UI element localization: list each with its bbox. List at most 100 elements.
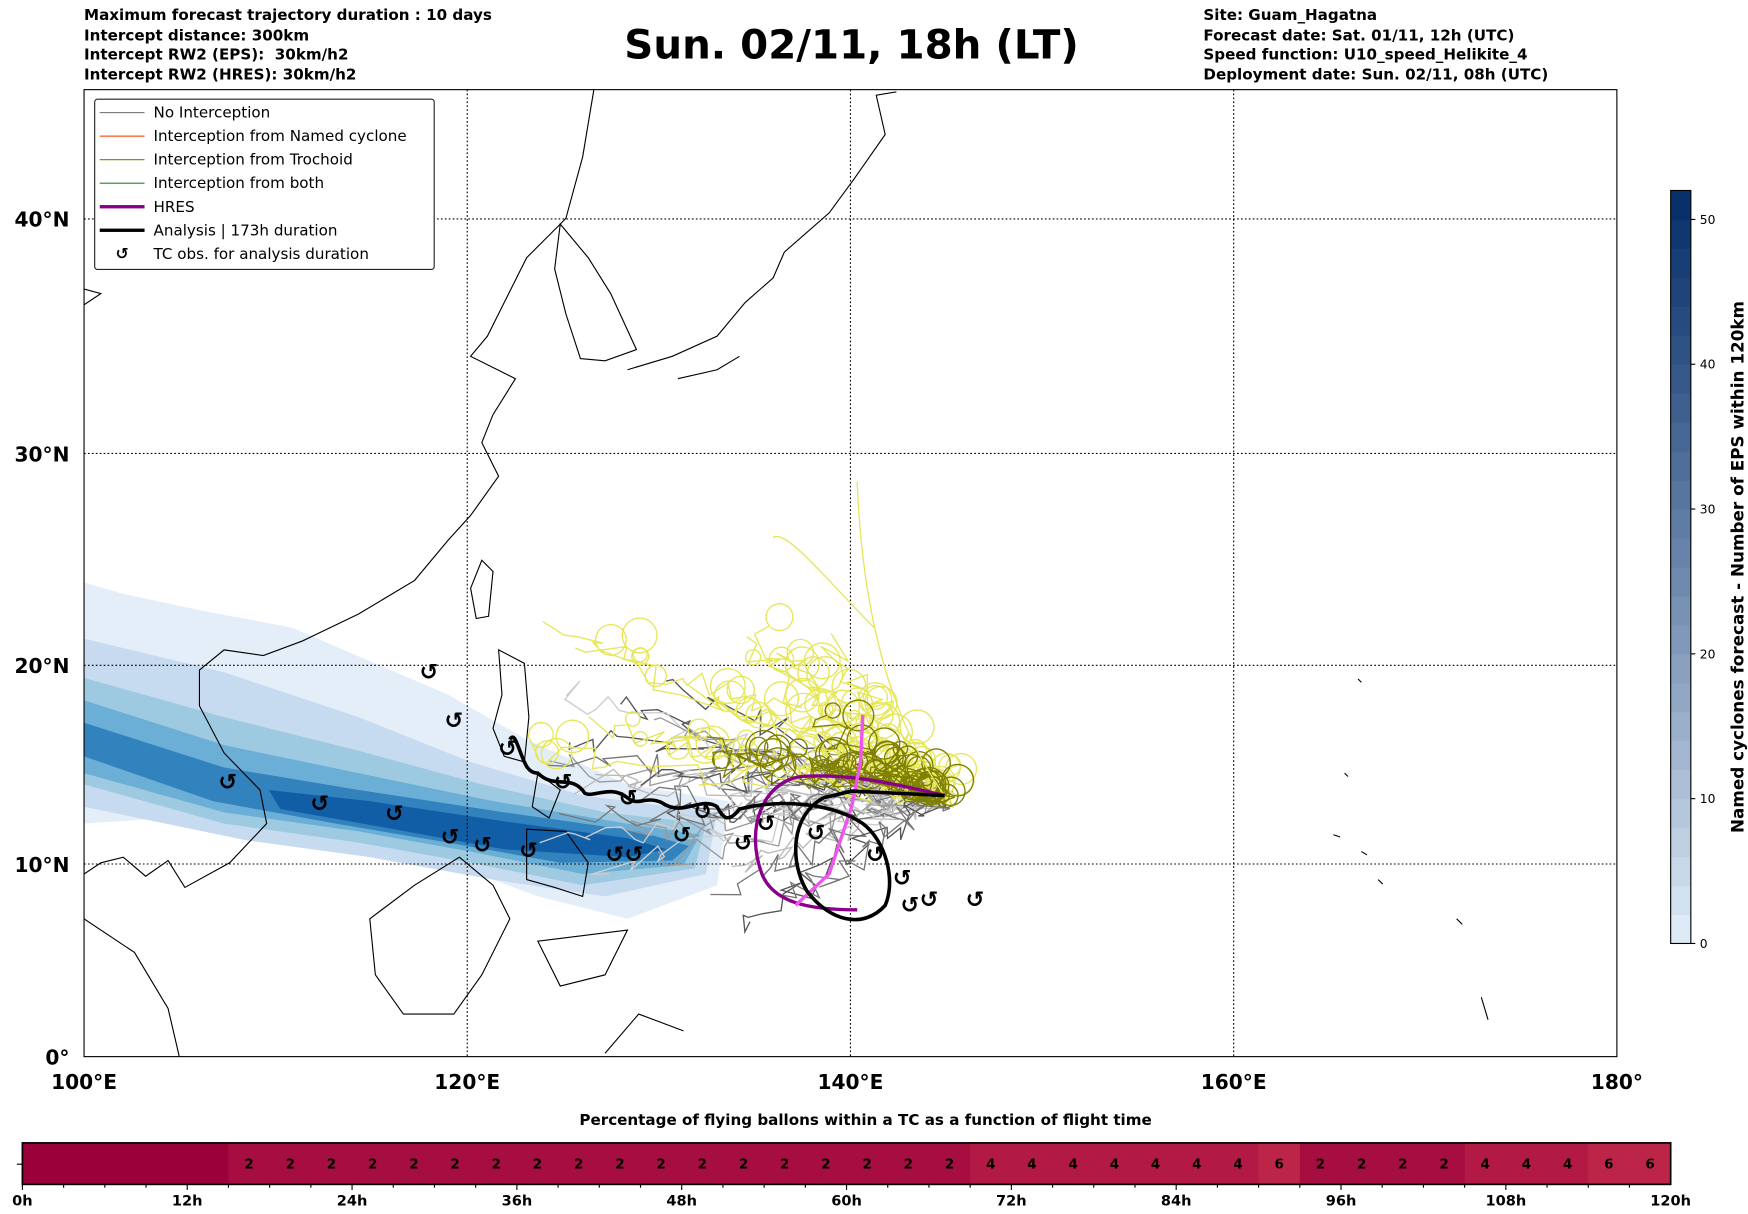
cell-value: 4 [986, 1158, 995, 1173]
x-tick-label: 120°E [434, 1070, 500, 1094]
header-right: Site: Guam_Hagatna Forecast date: Sat. 0… [1203, 7, 1548, 85]
flight-time-tick-label: 120h [1650, 1193, 1691, 1210]
cyclone-symbol-icon: ↺ [866, 842, 885, 868]
colorbar-segment [1670, 682, 1691, 713]
site: Site: Guam_Hagatna [1203, 6, 1378, 25]
flight-time-cell [805, 1142, 848, 1185]
colorbar-segment [1670, 798, 1691, 829]
flight-time-tick-label: 12h [172, 1193, 203, 1210]
colorbar-segment [1670, 190, 1691, 221]
cell-value: 2 [780, 1158, 789, 1173]
flight-time-cell [516, 1142, 559, 1185]
cell-value: 2 [615, 1158, 624, 1173]
cell-value: 2 [1357, 1158, 1366, 1173]
max-duration: Maximum forecast trajectory duration : 1… [84, 6, 492, 25]
cell-value: 2 [1316, 1158, 1325, 1173]
colorbar-segment [1670, 914, 1691, 945]
cell-value: 4 [1027, 1158, 1036, 1173]
legend-swatch [99, 228, 145, 232]
colorbar-tick-label: 0 [1700, 937, 1708, 951]
flight-time-cell [681, 1142, 724, 1185]
cell-value: 4 [1110, 1158, 1119, 1173]
x-tick-label: 140°E [817, 1070, 883, 1094]
colorbar-segment [1670, 393, 1691, 423]
cell-value: 4 [1481, 1158, 1490, 1173]
cell-value: 2 [656, 1158, 665, 1173]
legend-item: ↺ TC obs. for analysis duration [95, 242, 369, 266]
cyclone-symbol-icon: ↺ [420, 659, 439, 685]
x-tick-label: 180° [1591, 1070, 1643, 1094]
cyclone-symbol-icon: ↺ [694, 799, 713, 825]
flight-time-cell [1258, 1142, 1301, 1185]
trajectory [753, 603, 945, 797]
flight-time-cell [764, 1142, 806, 1185]
cyclone-symbol-icon: ↺ [625, 842, 644, 868]
x-tick-label: 160°E [1201, 1070, 1267, 1094]
cell-value: 6 [1604, 1158, 1613, 1173]
colorbar-segment [1670, 856, 1691, 887]
flight-time-tick-label: 60h [831, 1193, 862, 1210]
legend-swatch [99, 159, 145, 161]
legend-label: Interception from Named cyclone [153, 127, 407, 146]
flight-time-cell [1464, 1142, 1507, 1185]
flight-time-cell [928, 1142, 971, 1185]
flight-time-cell [1011, 1142, 1054, 1185]
hres-track [753, 774, 945, 912]
cell-value: 2 [409, 1158, 418, 1173]
flight-time-cell [1134, 1142, 1177, 1185]
colorbar-segment [1670, 624, 1691, 655]
legend-item: Analysis | 173h duration [95, 218, 337, 242]
flight-time-tick-label: 48h [666, 1193, 697, 1210]
analysis-track [508, 735, 945, 922]
colorbar-segment [1670, 306, 1691, 336]
legend-item: Interception from Trochoid [95, 148, 353, 172]
figure-title: Sun. 02/11, 18h (LT) [624, 22, 1079, 69]
cyclone-symbol-icon: ↺ [498, 736, 517, 762]
colorbar-segment [1670, 740, 1691, 771]
deployment-date: Deployment date: Sun. 02/11, 08h (UTC) [1203, 65, 1549, 84]
flight-time-cell [599, 1142, 642, 1185]
flight-time-cell [1629, 1142, 1672, 1185]
trajectory [772, 481, 946, 796]
legend-item: Interception from Named cyclone [95, 124, 407, 148]
axis-ticks: 100°E 120°E 140°E 160°E 180° 0° 10°N 20°N 30°N 40… [14, 208, 1642, 1094]
forecast-date: Forecast date: Sat. 01/11, 12h (UTC) [1203, 26, 1515, 45]
cell-value: 2 [533, 1158, 542, 1173]
cell-value: 4 [1563, 1158, 1572, 1173]
flight-time-cell [104, 1142, 147, 1185]
cyclone-symbol-icon: ↺ [218, 769, 237, 795]
flight-time-cell [228, 1142, 271, 1185]
flight-time-cell [22, 1142, 65, 1185]
legend-label: TC obs. for analysis duration [153, 244, 369, 263]
colorbar-segment [1670, 422, 1691, 452]
flight-time-tick-label: 36h [502, 1193, 533, 1210]
cyclone-symbol-icon: ↺ [115, 244, 129, 263]
trajectory [558, 786, 950, 827]
trajectory [528, 719, 945, 806]
flight-time-cell [1341, 1142, 1383, 1185]
colorbar-segment [1670, 595, 1691, 626]
cyclone-symbol-icon: ↺ [473, 832, 492, 858]
flight-time-cell [310, 1142, 353, 1185]
cell-value: 2 [1398, 1158, 1407, 1173]
cyclone-symbol-icon: ↺ [757, 811, 776, 837]
flight-time-cell [1547, 1142, 1589, 1185]
cyclone-symbol-icon: ↺ [734, 830, 753, 856]
flight-time-cell [1052, 1142, 1095, 1185]
colorbar-segment [1670, 566, 1691, 597]
flight-time-cell [63, 1142, 106, 1185]
legend-label: No Interception [153, 103, 271, 122]
intercept-eps: Intercept RW2 (EPS): 30km/h2 [84, 45, 349, 64]
cell-value: 2 [286, 1158, 295, 1173]
flight-time-cell [434, 1142, 477, 1185]
cell-value: 2 [450, 1158, 459, 1173]
cell-value: 2 [492, 1158, 501, 1173]
intercept-distance: Intercept distance: 300km [84, 26, 310, 45]
cell-value: 6 [1645, 1158, 1654, 1173]
cyclone-symbol-icon: ↺ [619, 785, 638, 811]
flight-time-cell [846, 1142, 889, 1185]
flight-time-cell [187, 1142, 230, 1185]
cell-value: 2 [244, 1158, 253, 1173]
legend-item: Interception from both [95, 171, 324, 195]
flight-time-cell [393, 1142, 436, 1185]
